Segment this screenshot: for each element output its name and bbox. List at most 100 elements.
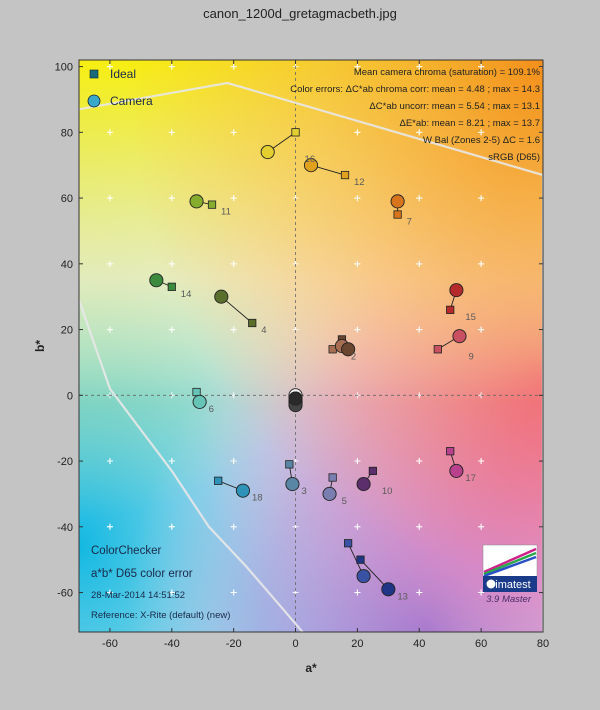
grid-marker: [106, 195, 113, 202]
origin-crosshair: [79, 60, 543, 632]
camera-marker-11: [189, 194, 204, 209]
patch-label-12: 12: [354, 177, 365, 188]
grid-marker: [106, 523, 113, 530]
grid-marker: [354, 458, 361, 465]
ideal-marker-16: [291, 128, 300, 137]
grid-marker: [354, 129, 361, 136]
grid-marker: [230, 63, 237, 70]
legend: Ideal Camera: [87, 67, 153, 108]
grid-marker: [416, 523, 423, 530]
info-block: ColorChecker a*b* D65 color error 28-Mar…: [91, 545, 230, 621]
camera-marker-5: [322, 486, 337, 501]
x-tick-label: -60: [102, 638, 118, 650]
info-timestamp: 28-Mar-2014 14:51:52: [91, 590, 185, 601]
grid-marker: [354, 589, 361, 596]
logo-band: [483, 576, 537, 592]
grid-marker: [416, 326, 423, 333]
camera-marker-8: [356, 569, 371, 584]
camera-marker-12: [303, 158, 319, 173]
annotation-chroma-corr: Color errors: ΔC*ab chroma corr: mean = …: [290, 84, 540, 95]
version-text: 3.9 Master: [486, 594, 532, 605]
ideal-marker-15: [446, 305, 455, 314]
grid-marker: [106, 458, 113, 465]
camera-marker-6: [192, 394, 207, 409]
grid-marker: [354, 523, 361, 530]
x-tick-label: -40: [164, 638, 180, 650]
x-tick-label: 20: [351, 638, 363, 650]
grid-marker: [230, 523, 237, 530]
ideal-marker-4: [248, 318, 257, 328]
grid-marker: [416, 458, 423, 465]
grid-marker: [354, 195, 361, 202]
y-tick-label: 20: [61, 325, 73, 337]
grid-marker: [168, 195, 175, 202]
legend-ideal-marker: [89, 69, 99, 79]
patch-label-14: 14: [181, 289, 192, 300]
ideal-marker-9: [433, 345, 442, 354]
patch-label-2: 2: [351, 351, 356, 362]
patch-label-9: 9: [468, 351, 473, 362]
grid-marker: [230, 260, 237, 267]
grid-marker: [230, 589, 237, 596]
grid-marker: [230, 195, 237, 202]
ideal-marker-11: [207, 200, 217, 209]
y-tick-label: -40: [57, 522, 73, 534]
patch-label-10: 10: [382, 486, 393, 497]
grid-marker: [106, 260, 113, 267]
camera-marker-18: [235, 483, 250, 498]
y-tick-label: -60: [57, 588, 73, 600]
grid-marker: [168, 589, 175, 596]
patch-label-17: 17: [465, 473, 476, 484]
ideal-marker-10: [368, 466, 377, 476]
annotation-white-balance: W Bal (Zones 2-5) ΔC = 1.6: [423, 135, 540, 146]
camera-marker-1: [341, 342, 356, 357]
grid-marker: [168, 326, 175, 333]
camera-marker-13: [381, 582, 396, 597]
grid-marker: [168, 458, 175, 465]
grid-marker: [168, 63, 175, 70]
patch-label-7: 7: [407, 217, 412, 228]
info-reference: Reference: X-Rite (default) (new): [91, 610, 230, 621]
ideal-marker-12: [340, 170, 350, 180]
plot-frame: [78, 59, 544, 633]
camera-marker-24: [288, 391, 303, 406]
info-subheading: a*b* D65 color error: [91, 568, 193, 580]
patch-label-16: 16: [305, 154, 316, 165]
logo-text: imatest: [495, 579, 530, 591]
grid-marker: [230, 326, 237, 333]
y-tick-label: 40: [61, 259, 73, 271]
axes: -60 -40 -20 0 20 40 60 80 -60 -40 -20 0 20 40 60 80 100: [55, 60, 549, 650]
ideal-marker-14: [167, 282, 176, 291]
grid-marker: [354, 63, 361, 70]
logo-dot: [486, 579, 496, 589]
annotation-chroma: Mean camera chroma (saturation) = 109.1%: [354, 67, 541, 78]
grid-marker: [230, 129, 237, 136]
camera-marker-17: [449, 463, 464, 478]
grid-marker: [106, 589, 113, 596]
grid-marker: [478, 326, 485, 333]
grid-marker: [478, 129, 485, 136]
patch-label-13: 13: [397, 591, 408, 602]
patch-label-3: 3: [301, 486, 306, 497]
logo-stripe-blue: [483, 555, 537, 578]
legend-camera-label: Camera: [110, 94, 153, 108]
grid-marker: [106, 129, 113, 136]
grid-marker: [106, 326, 113, 333]
logo-stripe-green: [483, 551, 537, 576]
chart-title: canon_1200d_gretagmacbeth.jpg: [203, 6, 397, 21]
legend-camera-marker: [87, 94, 101, 108]
grid-marker: [478, 260, 485, 267]
patch-label-15: 15: [465, 312, 476, 323]
grid-marker: [478, 195, 485, 202]
camera-marker-3: [285, 477, 300, 492]
y-axis-label: b*: [33, 340, 47, 352]
y-tick-label: 100: [55, 62, 73, 74]
x-tick-label: -20: [226, 638, 242, 650]
y-tick-label: 80: [61, 127, 73, 139]
grid-marker: [168, 523, 175, 530]
x-axis-label: a*: [305, 661, 317, 675]
y-tick-label: 60: [61, 193, 73, 205]
colorspace-background: 16 12 7 11 14 4 15 9 2 6 17 3 5 10 18 13: [79, 60, 543, 632]
grid-marker: [354, 260, 361, 267]
grid-marker: [478, 523, 485, 530]
